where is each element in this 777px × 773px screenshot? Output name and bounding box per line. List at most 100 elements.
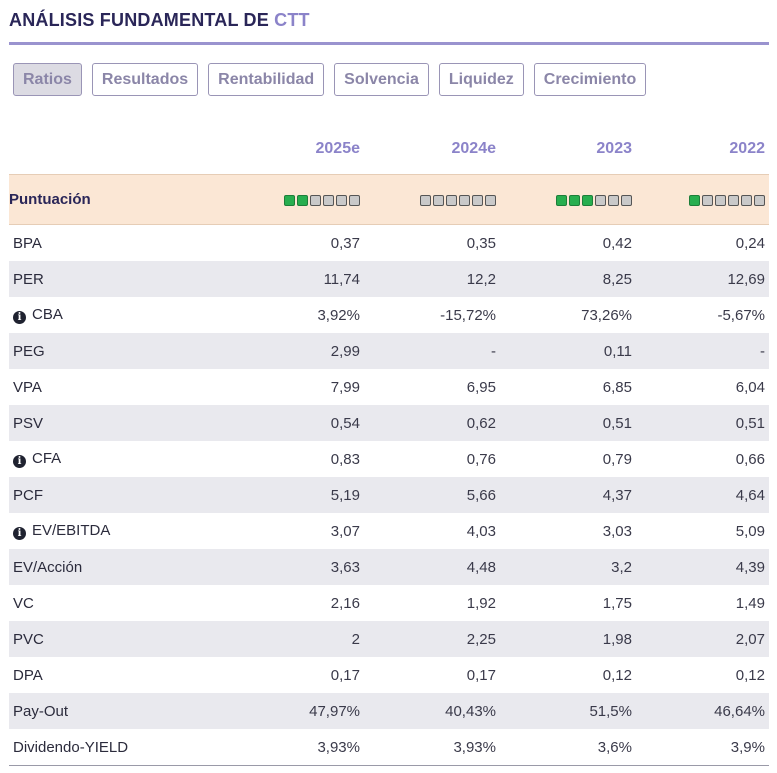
score-indicator <box>689 194 765 206</box>
score-dot-empty <box>702 194 713 206</box>
value-cell: 0,83 <box>330 450 360 468</box>
score-dot-empty <box>349 194 360 206</box>
info-icon[interactable]: i <box>13 311 26 324</box>
value-cell: 3,92% <box>317 306 360 324</box>
value-cell: 5,66 <box>364 477 500 513</box>
tab-resultados[interactable]: Resultados <box>91 63 199 96</box>
table-row: i CFA 0,83 0,76 0,79 0,66 <box>9 441 769 477</box>
value-cell: 12,69 <box>636 261 769 297</box>
score-dot-empty <box>323 194 334 206</box>
tab-crecimiento[interactable]: Crecimiento <box>533 63 647 96</box>
table-row: PCF 5,19 5,66 4,37 4,64 <box>9 477 769 513</box>
row-label-cell: DPA <box>9 657 229 693</box>
score-indicator <box>284 194 360 206</box>
value-cell: 0,54 <box>229 405 364 441</box>
value-cell: - <box>636 333 769 369</box>
score-dot-filled <box>689 194 700 206</box>
value-cell: 6,85 <box>602 378 632 396</box>
row-label-cell: Pay-Out <box>9 693 229 729</box>
row-label-cell: i CFA <box>9 441 229 477</box>
value-cell: 2 <box>229 621 364 657</box>
value-cell: 0,37 <box>330 234 360 252</box>
table-row: VC 2,16 1,92 1,75 1,49 <box>9 585 769 621</box>
value-cell: 0,79 <box>602 450 632 468</box>
score-dot-empty <box>420 194 431 206</box>
value-cell: 4,39 <box>636 549 769 585</box>
title-ticker: CTT <box>274 10 310 30</box>
value-cell: 0,51 <box>636 405 769 441</box>
column-header: 2025e <box>315 140 361 157</box>
score-cell <box>636 174 769 225</box>
value-cell: 46,64% <box>636 693 769 729</box>
info-icon[interactable]: i <box>13 455 26 468</box>
value-cell: 47,97% <box>229 693 364 729</box>
row-label-cell: Dividendo-YIELD <box>9 729 229 766</box>
score-dot-empty <box>741 194 752 206</box>
table-row: PER 11,74 12,2 8,25 12,69 <box>9 261 769 297</box>
info-icon[interactable]: i <box>13 527 26 540</box>
value-cell: 3,93% <box>364 729 500 766</box>
score-dot-empty <box>446 194 457 206</box>
value-cell: 0,11 <box>500 333 636 369</box>
table-body: Puntuación BPA 0,37 0,35 0,42 0,24 PER 11,74 12,… <box>9 174 769 766</box>
row-label: PSV <box>13 414 44 432</box>
score-cell <box>364 174 500 225</box>
value-cell: 73,26% <box>581 306 632 324</box>
value-cell: 0,42 <box>602 234 632 252</box>
value-cell: 2,25 <box>364 621 500 657</box>
score-dot-empty <box>608 194 619 206</box>
row-label-cell: i EV/EBITDA <box>9 513 229 549</box>
value-cell: 1,75 <box>602 594 632 612</box>
value-cell: 0,35 <box>466 234 496 252</box>
score-dot-empty <box>459 194 470 206</box>
row-label: EV/EBITDA <box>32 522 111 539</box>
row-label: CFA <box>32 450 62 467</box>
page-title: ANÁLISIS FUNDAMENTAL DE CTT <box>9 10 310 30</box>
score-indicator <box>556 194 632 206</box>
value-cell: 3,9% <box>636 729 769 766</box>
table-row: Pay-Out 47,97% 40,43% 51,5% 46,64% <box>9 693 769 729</box>
row-label: EV/Acción <box>13 558 83 576</box>
value-cell: 1,98 <box>500 621 636 657</box>
score-dot-filled <box>556 194 567 206</box>
value-cell: 2,07 <box>636 621 769 657</box>
value-cell: 1,92 <box>466 594 496 612</box>
row-label-cell: VPA <box>9 369 229 405</box>
row-label-cell: EV/Acción <box>9 549 229 585</box>
value-cell: 0,12 <box>602 666 632 684</box>
value-cell: 0,62 <box>364 405 500 441</box>
row-label: Dividendo-YIELD <box>13 738 129 756</box>
value-cell: 4,64 <box>636 477 769 513</box>
value-cell: 40,43% <box>364 693 500 729</box>
value-cell: 4,03 <box>466 522 496 540</box>
tab-liquidez[interactable]: Liquidez <box>438 63 524 96</box>
row-label-cell: PCF <box>9 477 229 513</box>
value-cell: 0,51 <box>500 405 636 441</box>
score-dot-empty <box>728 194 739 206</box>
score-row: Puntuación <box>9 174 769 225</box>
value-cell: 0,12 <box>735 666 765 684</box>
tab-solvencia[interactable]: Solvencia <box>334 63 429 96</box>
table-row: PVC 2 2,25 1,98 2,07 <box>9 621 769 657</box>
value-cell: 0,76 <box>466 450 496 468</box>
column-header: 2023 <box>596 140 632 157</box>
tab-ratios[interactable]: Ratios <box>13 63 82 96</box>
value-cell: 6,95 <box>466 378 496 396</box>
row-label: PVC <box>13 630 44 648</box>
row-label: Pay-Out <box>13 702 69 720</box>
value-cell: 11,74 <box>229 261 364 297</box>
value-cell: 3,93% <box>229 729 364 766</box>
value-cell: 3,2 <box>500 549 636 585</box>
row-label-cell: i CBA <box>9 297 229 333</box>
row-label-cell: PVC <box>9 621 229 657</box>
score-dot-empty <box>621 194 632 206</box>
score-dot-empty <box>472 194 483 206</box>
table-row: BPA 0,37 0,35 0,42 0,24 <box>9 225 769 262</box>
table-row: VPA 7,99 6,95 6,85 6,04 <box>9 369 769 405</box>
score-dot-empty <box>595 194 606 206</box>
value-cell: 3,03 <box>602 522 632 540</box>
row-label-cell: BPA <box>9 225 229 262</box>
row-label: CBA <box>32 306 63 323</box>
tab-rentabilidad[interactable]: Rentabilidad <box>208 63 325 96</box>
value-cell: 12,2 <box>364 261 500 297</box>
